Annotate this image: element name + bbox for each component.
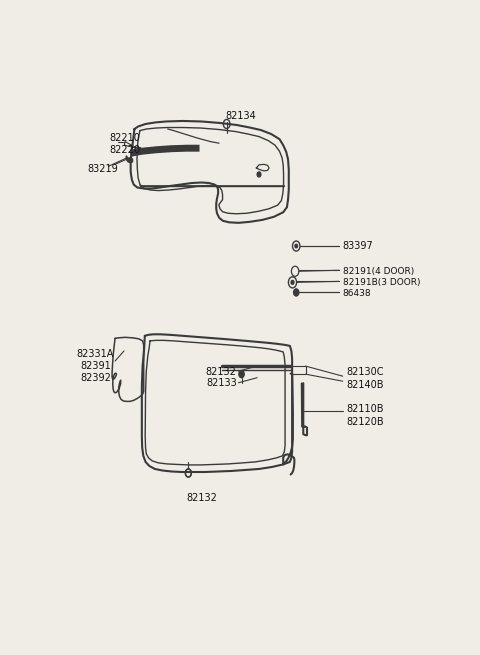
Text: 82134: 82134 [225,111,256,121]
Text: 82331A
82391
82392: 82331A 82391 82392 [77,348,114,383]
Text: 82110B
82120B: 82110B 82120B [347,404,384,426]
Circle shape [291,280,294,284]
Circle shape [240,371,244,377]
Text: 82132: 82132 [206,367,237,377]
Text: 83397: 83397 [343,241,373,251]
Text: 82210
82220: 82210 82220 [109,133,141,155]
Text: 82191(4 DOOR): 82191(4 DOOR) [343,267,414,276]
Circle shape [239,371,244,378]
Polygon shape [126,156,132,163]
Text: 86438: 86438 [343,289,372,298]
Text: 82133: 82133 [206,378,237,388]
Text: 82132: 82132 [186,493,217,503]
Circle shape [257,172,261,177]
Text: 82130C
82140B: 82130C 82140B [347,367,384,390]
Text: 83219: 83219 [87,164,118,174]
Circle shape [295,244,298,248]
Text: 82191B(3 DOOR): 82191B(3 DOOR) [343,278,420,287]
Circle shape [294,289,299,296]
